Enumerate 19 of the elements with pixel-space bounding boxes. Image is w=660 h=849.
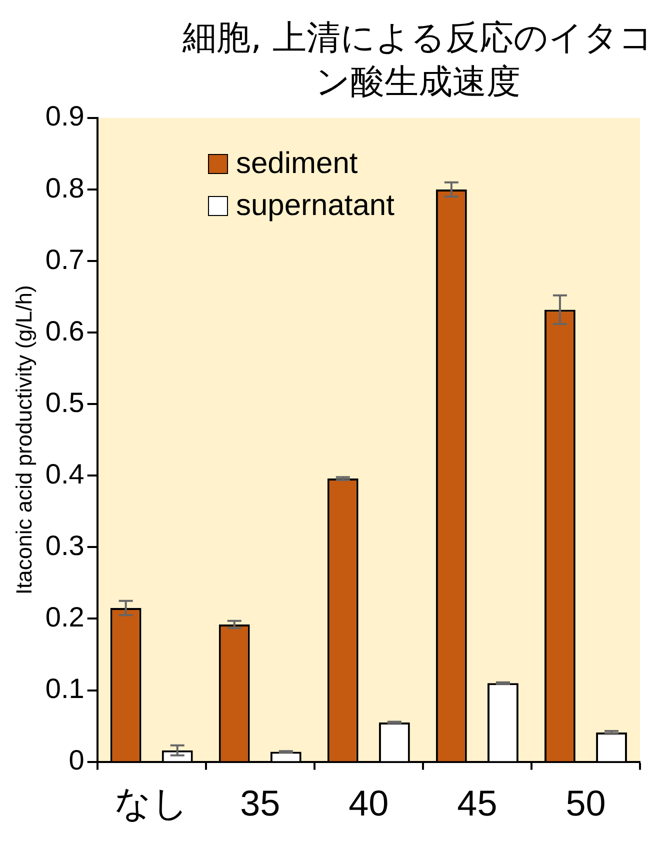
x-tick-label: 35 [240, 782, 280, 824]
legend-label: sediment [236, 146, 358, 182]
x-tick-label: なし [114, 782, 189, 824]
y-tick-label: 0.8 [45, 172, 84, 204]
y-tick-label: 0.5 [45, 386, 84, 418]
y-tick-label: 0.4 [45, 458, 84, 490]
y-tick-label: 0.7 [45, 244, 84, 275]
y-axis-title: Itaconic acid productivity (g/L/h) [11, 285, 36, 595]
y-tick-label: 0.3 [45, 530, 84, 561]
y-tick-label: 0.6 [45, 315, 84, 346]
y-tick-label: 0.2 [45, 601, 84, 632]
x-tick-label: 40 [348, 782, 389, 824]
x-tick-label: 50 [566, 782, 606, 824]
y-tick-label: 0 [68, 744, 84, 776]
chart-title: 細胞, 上清による反応のイタコン酸生成速度 [182, 17, 654, 104]
y-tick-label: 0.1 [45, 672, 84, 704]
y-tick-label: 0.9 [45, 100, 84, 132]
legend-label: supernatant [236, 188, 394, 224]
x-tick-label: 45 [457, 782, 498, 824]
